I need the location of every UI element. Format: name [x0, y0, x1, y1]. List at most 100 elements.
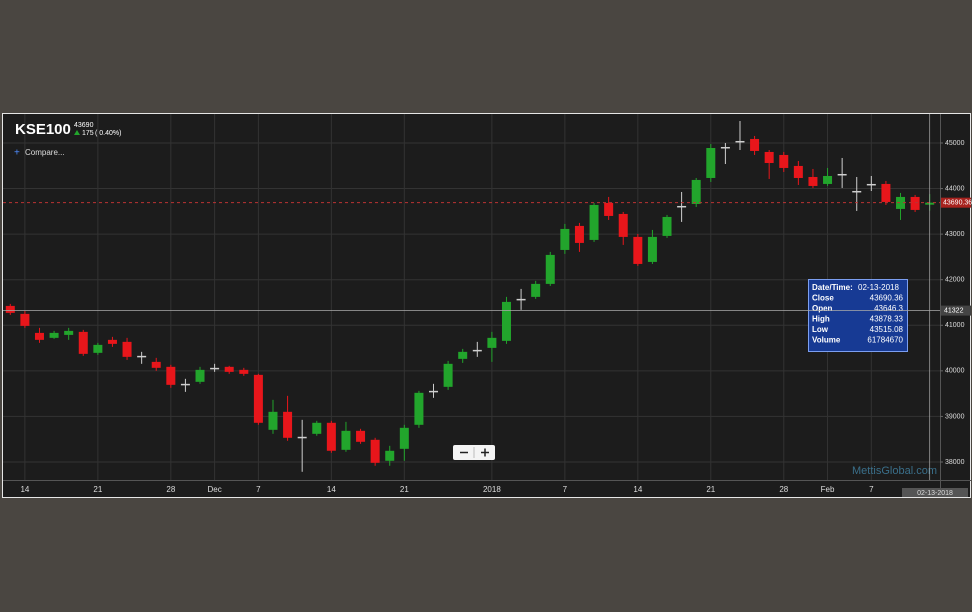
x-tick-label: Dec [207, 485, 221, 494]
candle-body [312, 422, 322, 434]
candle-body [253, 374, 263, 423]
candle-body [443, 363, 453, 387]
candle-body [356, 430, 366, 442]
candle-body [852, 190, 862, 193]
tooltip-label: Date/Time: [812, 283, 853, 292]
tooltip: Date/Time: 02-13-2018 Close 43690.36 Open 436… [808, 279, 908, 352]
candle-body [910, 196, 920, 210]
candle-body [122, 341, 132, 357]
candle-body [370, 439, 380, 463]
candle-body [107, 339, 117, 344]
candle-body [750, 138, 760, 151]
x-tick-label: 7 [869, 485, 874, 494]
candle-body [574, 225, 584, 243]
x-tick-label: 28 [779, 485, 788, 494]
candle-body [458, 351, 468, 359]
candle-body [429, 390, 439, 393]
tooltip-value: 43646.3 [874, 304, 903, 313]
candle-body [545, 254, 555, 284]
candle-body [385, 450, 395, 461]
candle-body [589, 204, 599, 240]
candle-body [64, 330, 74, 335]
x-tick-label: Feb [821, 485, 835, 494]
candle-body [735, 140, 745, 143]
y-tick-label: 39000 [945, 413, 965, 420]
candle-body [341, 430, 351, 450]
candle-body [166, 366, 176, 385]
y-tick-label: 45000 [945, 140, 965, 147]
x-tick-label: 2018 [483, 485, 501, 494]
zoom-in[interactable] [481, 448, 489, 457]
tooltip-value: 43515.08 [870, 325, 904, 334]
candle-body [881, 183, 891, 202]
y-tick-label: 44000 [945, 185, 965, 192]
y-tick-label: 38000 [945, 459, 965, 466]
candle-body [604, 202, 614, 216]
candle-body [720, 146, 730, 149]
y-tick-label: 40000 [945, 368, 965, 375]
candle-body [764, 151, 774, 163]
candle-body [647, 236, 657, 262]
candle-body [224, 366, 234, 372]
candle-body [866, 183, 876, 186]
candle-body [793, 165, 803, 178]
tooltip-label: High [812, 315, 830, 324]
chart-title: KSE100 [15, 121, 71, 138]
tooltip-value: 61784670 [867, 336, 903, 345]
x-tick-label: 21 [706, 485, 715, 494]
x-tick-label: 7 [256, 485, 261, 494]
candle-body [414, 392, 424, 425]
candle-body [472, 349, 482, 352]
candle-body [531, 283, 541, 297]
candle-body [326, 422, 336, 451]
candle-body [49, 332, 59, 338]
candle-body [501, 301, 511, 341]
candle-body [662, 216, 672, 236]
change-pct: ( 0.40%) [95, 130, 121, 137]
candle-body [34, 332, 44, 340]
tooltip-label: Close [812, 294, 834, 303]
tooltip-label: Low [812, 325, 829, 334]
candle-body [691, 179, 701, 204]
x-tick-label: 28 [166, 485, 175, 494]
candle-body [633, 236, 643, 264]
candle-body [93, 344, 103, 353]
y-tick-label: 42000 [945, 277, 965, 284]
candle-body [151, 361, 161, 368]
candle-body [618, 213, 628, 237]
candle-body [516, 298, 526, 301]
tooltip-value: 02-13-2018 [858, 283, 899, 292]
candle-body [20, 313, 30, 326]
x-tick-label: 21 [93, 485, 102, 494]
candle-body [837, 173, 847, 176]
tooltip-value: 43690.36 [870, 294, 904, 303]
tooltip-label: Volume [812, 336, 841, 345]
compare-plus[interactable]: + [14, 148, 20, 159]
crosshair-label-box [941, 305, 971, 316]
watermark: MettisGlobal.com [852, 465, 937, 477]
candle-body [487, 337, 497, 348]
tooltip-box [808, 279, 908, 352]
x-tick-label: 14 [327, 485, 336, 494]
price-label: 43690.36 [943, 200, 972, 207]
x-tick-label: 21 [400, 485, 409, 494]
candle-body [268, 411, 278, 430]
candle-body [808, 176, 818, 186]
compare-button[interactable]: Compare... [25, 148, 65, 157]
tooltip-label: Open [812, 304, 833, 313]
x-tick-label: 7 [563, 485, 568, 494]
candle-body [283, 411, 293, 438]
candle-body [896, 196, 906, 209]
cursor-date: 02-13-2018 [917, 490, 953, 497]
crosshair-label: 41322 [944, 307, 964, 314]
candle-body [195, 369, 205, 382]
tooltip-value: 43878.33 [870, 315, 904, 324]
y-tick-label: 43000 [945, 231, 965, 238]
price-label-box [941, 197, 971, 208]
candle-body [137, 355, 147, 358]
cursor-date-box [902, 488, 968, 497]
candle-body [823, 175, 833, 184]
candle-body [706, 147, 716, 178]
candle-body [239, 369, 249, 374]
